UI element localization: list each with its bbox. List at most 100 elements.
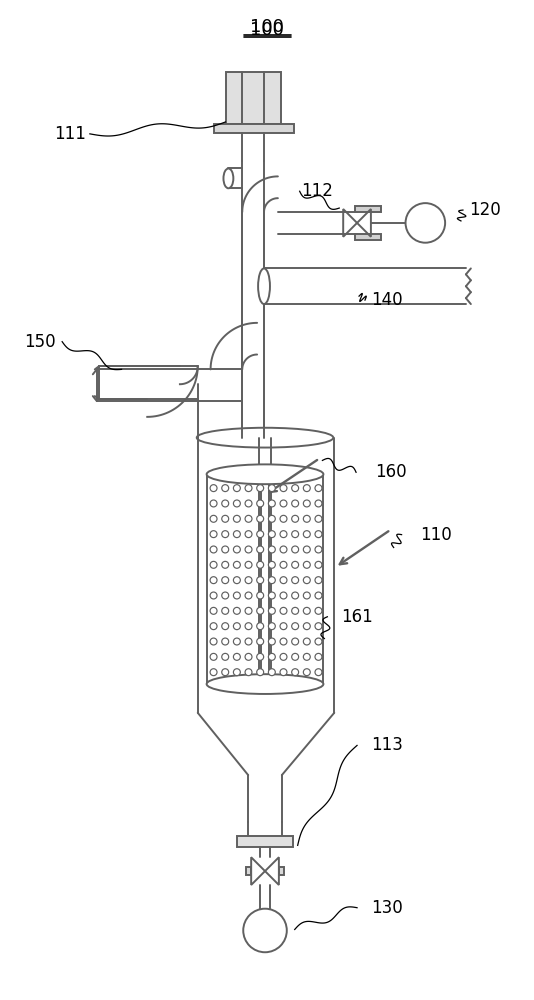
- Circle shape: [292, 515, 299, 522]
- Circle shape: [303, 531, 310, 538]
- Circle shape: [269, 669, 276, 676]
- Bar: [214, 124, 294, 133]
- Circle shape: [245, 561, 252, 568]
- Circle shape: [280, 485, 287, 492]
- Circle shape: [303, 607, 310, 614]
- Circle shape: [315, 653, 322, 660]
- Circle shape: [233, 577, 240, 584]
- Circle shape: [280, 546, 287, 553]
- Circle shape: [222, 561, 229, 568]
- Circle shape: [245, 653, 252, 660]
- Circle shape: [280, 638, 287, 645]
- Text: 111: 111: [54, 125, 86, 143]
- Circle shape: [257, 577, 264, 584]
- Circle shape: [233, 653, 240, 660]
- Circle shape: [210, 485, 217, 492]
- Circle shape: [292, 607, 299, 614]
- Bar: [355, 234, 381, 240]
- Text: 120: 120: [469, 201, 500, 219]
- Bar: [237, 836, 293, 847]
- Circle shape: [222, 531, 229, 538]
- Text: 113: 113: [371, 736, 403, 754]
- Circle shape: [315, 607, 322, 614]
- Circle shape: [210, 653, 217, 660]
- Ellipse shape: [223, 168, 233, 188]
- Text: 100: 100: [250, 21, 284, 39]
- Circle shape: [245, 546, 252, 553]
- Circle shape: [257, 638, 264, 645]
- Circle shape: [245, 485, 252, 492]
- Circle shape: [245, 638, 252, 645]
- Circle shape: [280, 592, 287, 599]
- Circle shape: [222, 638, 229, 645]
- Circle shape: [257, 561, 264, 568]
- Circle shape: [315, 561, 322, 568]
- Circle shape: [222, 515, 229, 522]
- Circle shape: [269, 561, 276, 568]
- Bar: [279, 867, 284, 875]
- Circle shape: [269, 653, 276, 660]
- Circle shape: [292, 592, 299, 599]
- Text: 150: 150: [25, 333, 56, 351]
- Circle shape: [303, 515, 310, 522]
- Circle shape: [233, 561, 240, 568]
- Circle shape: [210, 546, 217, 553]
- Circle shape: [233, 485, 240, 492]
- Bar: [246, 867, 251, 875]
- Text: 130: 130: [371, 899, 403, 917]
- Circle shape: [315, 577, 322, 584]
- Circle shape: [303, 577, 310, 584]
- Circle shape: [245, 623, 252, 630]
- Circle shape: [269, 577, 276, 584]
- Circle shape: [245, 500, 252, 507]
- Circle shape: [280, 561, 287, 568]
- Circle shape: [244, 909, 287, 952]
- Circle shape: [233, 669, 240, 676]
- Text: 100: 100: [250, 18, 284, 36]
- Circle shape: [245, 531, 252, 538]
- Circle shape: [280, 500, 287, 507]
- Circle shape: [257, 546, 264, 553]
- Circle shape: [245, 669, 252, 676]
- Circle shape: [269, 592, 276, 599]
- Circle shape: [269, 546, 276, 553]
- Circle shape: [222, 592, 229, 599]
- Circle shape: [257, 592, 264, 599]
- Circle shape: [210, 561, 217, 568]
- Circle shape: [280, 653, 287, 660]
- Circle shape: [280, 577, 287, 584]
- Circle shape: [233, 546, 240, 553]
- Circle shape: [292, 653, 299, 660]
- Circle shape: [280, 515, 287, 522]
- Circle shape: [257, 669, 264, 676]
- Circle shape: [210, 577, 217, 584]
- Circle shape: [233, 607, 240, 614]
- Circle shape: [292, 669, 299, 676]
- Circle shape: [315, 546, 322, 553]
- Circle shape: [245, 607, 252, 614]
- Circle shape: [269, 623, 276, 630]
- Bar: [355, 206, 381, 212]
- Circle shape: [292, 638, 299, 645]
- Circle shape: [269, 531, 276, 538]
- Circle shape: [315, 485, 322, 492]
- Circle shape: [257, 623, 264, 630]
- Circle shape: [257, 653, 264, 660]
- Circle shape: [315, 623, 322, 630]
- Circle shape: [222, 607, 229, 614]
- Circle shape: [233, 531, 240, 538]
- Circle shape: [292, 531, 299, 538]
- Text: 140: 140: [371, 291, 403, 309]
- Circle shape: [222, 623, 229, 630]
- Circle shape: [280, 669, 287, 676]
- Ellipse shape: [207, 674, 324, 694]
- Circle shape: [405, 203, 445, 243]
- Circle shape: [210, 669, 217, 676]
- Circle shape: [315, 592, 322, 599]
- Circle shape: [257, 515, 264, 522]
- Circle shape: [233, 623, 240, 630]
- Circle shape: [233, 592, 240, 599]
- Circle shape: [269, 500, 276, 507]
- Circle shape: [292, 577, 299, 584]
- Circle shape: [233, 638, 240, 645]
